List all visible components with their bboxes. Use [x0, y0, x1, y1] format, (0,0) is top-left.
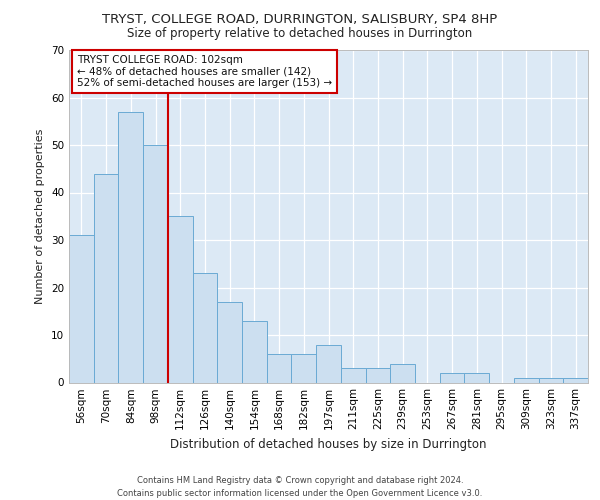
Bar [143, 145, 168, 382]
Bar [341, 368, 365, 382]
Bar [94, 174, 118, 382]
Text: TRYST COLLEGE ROAD: 102sqm
← 48% of detached houses are smaller (142)
52% of sem: TRYST COLLEGE ROAD: 102sqm ← 48% of deta… [77, 55, 332, 88]
Bar [440, 373, 464, 382]
Bar [242, 321, 267, 382]
Bar [193, 273, 217, 382]
Y-axis label: Number of detached properties: Number of detached properties [35, 128, 46, 304]
Bar [118, 112, 143, 382]
Bar [514, 378, 539, 382]
Bar [464, 373, 489, 382]
Bar [390, 364, 415, 382]
X-axis label: Distribution of detached houses by size in Durrington: Distribution of detached houses by size … [170, 438, 487, 451]
Bar [563, 378, 588, 382]
Bar [365, 368, 390, 382]
Bar [168, 216, 193, 382]
Bar [292, 354, 316, 382]
Bar [316, 344, 341, 383]
Text: Size of property relative to detached houses in Durrington: Size of property relative to detached ho… [127, 28, 473, 40]
Bar [69, 236, 94, 382]
Text: TRYST, COLLEGE ROAD, DURRINGTON, SALISBURY, SP4 8HP: TRYST, COLLEGE ROAD, DURRINGTON, SALISBU… [103, 12, 497, 26]
Bar [267, 354, 292, 382]
Text: Contains HM Land Registry data © Crown copyright and database right 2024.
Contai: Contains HM Land Registry data © Crown c… [118, 476, 482, 498]
Bar [217, 302, 242, 382]
Bar [539, 378, 563, 382]
